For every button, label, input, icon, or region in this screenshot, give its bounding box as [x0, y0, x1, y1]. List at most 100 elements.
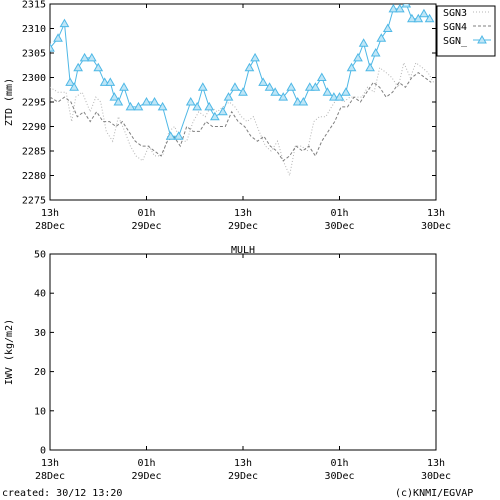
x-tick-label-date: 30Dec: [324, 471, 354, 482]
data-point-triangle: [125, 101, 136, 111]
data-point-triangle: [230, 82, 240, 91]
data-point-triangle: [388, 4, 399, 13]
legend-label: SGN_: [443, 36, 468, 47]
data-point-triangle: [334, 92, 345, 101]
data-point-triangle: [329, 92, 339, 101]
x-tick-label-hour: 13h: [427, 208, 445, 219]
x-tick-label-date: 28Dec: [35, 221, 65, 232]
data-point-triangle: [133, 101, 144, 111]
y-tick-label: 40: [34, 289, 46, 300]
y-tick-label: 2300: [22, 73, 46, 84]
x-tick-label-date: 29Dec: [228, 221, 258, 232]
y-tick-label: 2310: [22, 24, 46, 35]
data-point-triangle: [394, 4, 405, 13]
x-tick-label-hour: 13h: [427, 458, 445, 469]
data-point-triangle: [419, 8, 429, 18]
y-tick-label: 20: [34, 367, 46, 378]
data-point-triangle: [93, 62, 104, 72]
plot-area-1: [50, 4, 435, 178]
data-point-triangle: [346, 62, 357, 72]
y-tick-label: 2275: [22, 196, 46, 207]
data-point-triangle: [204, 101, 215, 111]
y-tick-label: 2285: [22, 147, 46, 158]
x-tick-label-date: 29Dec: [228, 471, 258, 482]
legend-swatch-marker: [477, 34, 487, 44]
data-point-triangle: [310, 82, 321, 91]
y-tick-label: 2280: [22, 171, 46, 182]
y-tick-label: 2315: [22, 0, 46, 11]
data-point-triangle: [382, 23, 393, 32]
data-point-triangle: [113, 96, 124, 106]
y-tick-label: 30: [34, 328, 46, 339]
data-point-triangle: [401, 4, 412, 8]
x-tick-label-hour: 13h: [234, 208, 252, 219]
data-point-triangle: [86, 52, 97, 62]
legend-label: SGN4: [443, 22, 467, 33]
data-point-triangle: [53, 33, 63, 42]
data-point-triangle: [105, 77, 116, 86]
data-point-triangle: [258, 77, 268, 86]
data-point-triangle: [73, 62, 84, 72]
data-point-triangle: [192, 101, 203, 111]
y-tick-label: 2290: [22, 122, 46, 133]
y-axis-label: ZTD (mm): [4, 78, 15, 126]
data-point-triangle: [79, 52, 90, 62]
data-point-triangle: [250, 52, 260, 62]
data-point-triangle: [165, 131, 176, 140]
data-point-triangle: [109, 92, 120, 101]
chart-title: MULH: [231, 245, 255, 256]
data-point-triangle: [65, 77, 75, 86]
x-tick-label-hour: 13h: [234, 458, 252, 469]
y-tick-label: 50: [34, 250, 46, 261]
x-tick-label-hour: 01h: [330, 458, 348, 469]
data-point-triangle: [218, 106, 228, 116]
x-tick-label-hour: 13h: [41, 458, 59, 469]
data-point-triangle: [149, 96, 160, 106]
x-tick-label-date: 30Dec: [421, 221, 451, 232]
x-tick-label-date: 28Dec: [35, 471, 65, 482]
x-tick-label-hour: 01h: [137, 458, 155, 469]
data-point-triangle: [370, 47, 381, 57]
data-point-triangle: [424, 13, 435, 23]
data-point-triangle: [298, 96, 309, 106]
data-point-triangle: [157, 101, 168, 111]
data-point-triangle: [286, 82, 297, 91]
data-point-triangle: [316, 72, 327, 81]
data-point-triangle: [353, 52, 363, 62]
x-tick-label-date: 29Dec: [131, 221, 161, 232]
data-point-triangle: [270, 87, 281, 96]
x-tick-label-hour: 01h: [330, 208, 348, 219]
data-point-triangle: [413, 13, 424, 23]
data-point-triangle: [99, 77, 110, 86]
y-tick-label: 0: [40, 446, 46, 457]
data-point-triangle: [59, 18, 70, 28]
data-point-triangle: [376, 33, 387, 42]
data-point-triangle: [365, 62, 375, 72]
data-point-triangle: [407, 13, 417, 23]
plot-frame-2: [49, 253, 437, 451]
data-point-triangle: [223, 92, 234, 101]
data-point-triangle: [341, 87, 351, 96]
y-tick-label: 2295: [22, 98, 46, 109]
data-point-triangle: [141, 96, 152, 106]
data-point-triangle: [69, 82, 79, 91]
data-point-triangle: [50, 43, 55, 52]
y-tick-label: 2305: [22, 49, 46, 60]
data-point-triangle: [304, 82, 315, 91]
data-point-triangle: [358, 38, 369, 47]
data-point-triangle: [119, 82, 129, 91]
data-point-triangle: [264, 82, 275, 91]
x-tick-label-hour: 13h: [41, 208, 59, 219]
series-line-sgn4: [50, 71, 432, 162]
plot-frame-1: [49, 3, 437, 201]
data-point-triangle: [238, 87, 248, 96]
legend-box: [436, 5, 496, 57]
x-tick-label-date: 30Dec: [324, 221, 354, 232]
data-point-triangle: [322, 87, 333, 96]
x-tick-label-hour: 01h: [137, 208, 155, 219]
data-point-triangle: [278, 92, 289, 101]
legend-label: SGN3: [443, 8, 467, 19]
y-axis-label: IWV (kg/m2): [4, 319, 15, 385]
y-tick-label: 10: [34, 406, 46, 417]
